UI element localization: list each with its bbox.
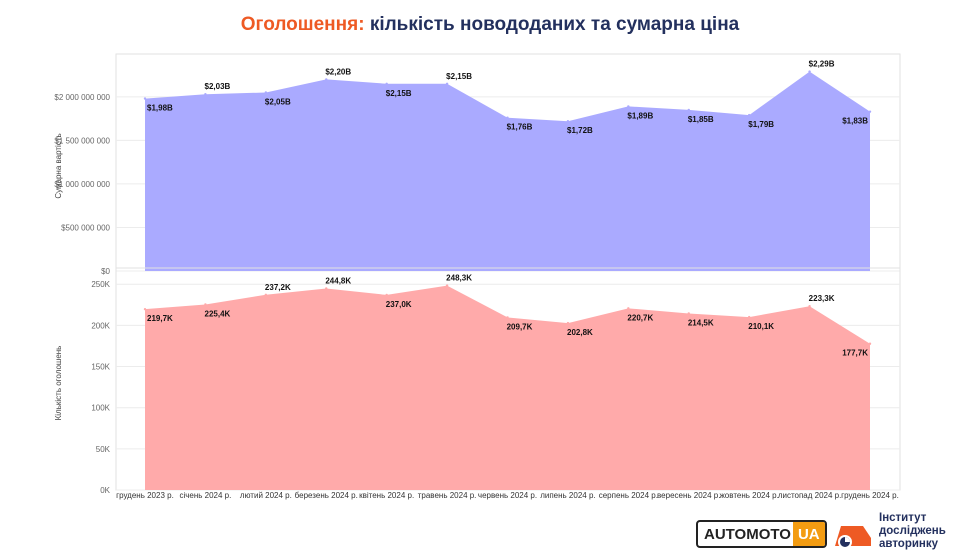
chart-canvas: $0 $500 000 000 $1 000 000 000 $1 500 000 0…: [54, 53, 901, 500]
top-data-label: $2,03B: [205, 82, 231, 91]
bottom-y-tick-label: 200K: [91, 321, 110, 330]
bottom-data-point: [627, 307, 630, 310]
top-area-series: [145, 71, 870, 272]
top-data-label: $1,79B: [748, 120, 774, 129]
bottom-data-label: 219,7K: [147, 314, 173, 323]
bottom-y-tick-label: 0K: [100, 486, 110, 495]
top-data-point: [627, 105, 630, 108]
institute-mark-icon: [835, 526, 871, 549]
top-data-point: [325, 78, 328, 81]
bottom-y-tick-label: 50K: [96, 445, 111, 454]
top-y-tick-label: $1 500 000 000: [54, 136, 110, 145]
bottom-data-label: 214,5K: [688, 318, 714, 327]
top-y-axis-title: Сумарна вартість: [54, 133, 63, 198]
bottom-data-point: [385, 293, 388, 297]
x-tick-label: липень 2024 р.: [540, 491, 595, 500]
x-axis: грудень 2023 р. січень 2024 р. лютий 2024 …: [116, 491, 899, 500]
bottom-y-tick-label: 150K: [91, 363, 110, 372]
bottom-data-label: 248,3K: [446, 274, 472, 283]
bottom-data-label: 223,3K: [809, 294, 835, 303]
institute-logo-text: Інститут досліджень авторинку: [879, 512, 946, 550]
top-data-point: [687, 108, 690, 112]
bottom-data-point: [687, 312, 690, 315]
top-y-tick-label: $2 000 000 000: [54, 93, 110, 102]
bottom-data-point: [747, 315, 751, 319]
top-data-point: [808, 70, 811, 73]
top-y-tick-label: $0: [101, 267, 110, 276]
top-panel: $0 $500 000 000 $1 000 000 000 $1 500 000 0…: [54, 53, 901, 276]
chart-title: Оголошення: кількість новододаних та сум…: [0, 14, 980, 36]
top-data-label: $1,89B: [627, 111, 653, 120]
top-data-label: $1,72B: [567, 126, 593, 135]
top-data-label: $1,76B: [507, 123, 533, 132]
bottom-data-label: 210,1K: [748, 322, 774, 331]
x-tick-label: грудень 2023 р.: [116, 491, 174, 500]
x-tick-label: квітень 2024 р.: [359, 491, 414, 500]
bottom-data-label: 225,4K: [205, 309, 231, 318]
bottom-data-point: [264, 293, 268, 296]
top-data-label: $2,05B: [265, 97, 291, 106]
bottom-data-point: [566, 321, 570, 325]
bottom-data-label: 237,2K: [265, 283, 291, 292]
top-data-label: $2,29B: [809, 60, 835, 69]
x-tick-label: травень 2024 р.: [418, 491, 477, 500]
bottom-y-axis-title: Кількість оголошень: [54, 346, 63, 421]
bottom-data-label: 220,7K: [627, 313, 653, 322]
top-data-label: $2,20B: [325, 67, 351, 76]
institute-logo: Інститут досліджень авторинку: [833, 512, 973, 556]
bottom-data-label: 209,7K: [507, 322, 533, 331]
bottom-y-tick-label: 100K: [91, 404, 110, 413]
x-tick-label: вересень 2024 р.: [657, 491, 720, 500]
top-data-point: [566, 120, 570, 123]
bottom-data-point: [506, 316, 509, 319]
bottom-data-point: [325, 287, 328, 290]
bottom-panel: 0K 50K 100K 150K 200K 250K 219,7K 225,4K 237,2K 2…: [54, 267, 901, 495]
automoto-logo: AUTOMOTO UA: [696, 520, 827, 548]
chart-title-rest: кількість новододаних та сумарна ціна: [364, 14, 740, 35]
top-data-point: [868, 110, 872, 113]
x-tick-label: серпень 2024 р.: [599, 491, 658, 500]
bottom-area-series: [145, 285, 870, 490]
x-tick-label: червень 2024 р.: [478, 491, 537, 500]
top-data-label: $1,85B: [688, 115, 714, 124]
bottom-data-label: 244,8K: [325, 277, 351, 286]
bottom-data-point: [204, 303, 207, 306]
bottom-data-point: [808, 305, 811, 308]
bottom-y-tick-label: 250K: [91, 280, 110, 289]
footer-logos: AUTOMOTO UA Інститут досліджень авторинку: [690, 512, 980, 556]
x-tick-label: листопад 2024 р.: [778, 491, 842, 500]
top-data-label: $1,83B: [842, 117, 868, 126]
x-tick-label: січень 2024 р.: [179, 491, 231, 500]
top-data-point: [264, 91, 268, 94]
bottom-data-point: [143, 307, 147, 311]
top-data-point: [747, 113, 751, 117]
bottom-data-point: [445, 284, 449, 287]
top-data-point: [445, 82, 449, 85]
top-data-label: $2,15B: [386, 89, 412, 98]
automoto-logo-ua: UA: [792, 522, 825, 546]
x-tick-label: березень 2024 р.: [295, 491, 358, 500]
x-tick-label: жовтень 2024 р.: [719, 491, 778, 500]
x-tick-label: лютий 2024 р.: [240, 491, 292, 500]
top-y-tick-label: $500 000 000: [61, 223, 110, 232]
x-tick-label: грудень 2024 р.: [841, 491, 899, 500]
bottom-data-point: [868, 342, 872, 345]
top-data-label: $2,15B: [446, 72, 472, 81]
top-data-label: $1,98B: [147, 104, 173, 113]
automoto-logo-main: AUTOMOTO: [704, 525, 791, 543]
top-data-point: [385, 82, 388, 85]
bottom-data-label: 177,7K: [842, 349, 868, 358]
top-data-point: [204, 93, 207, 96]
bottom-data-label: 202,8K: [567, 328, 593, 337]
chart-title-prefix: Оголошення:: [240, 14, 365, 35]
bottom-data-label: 237,0K: [386, 300, 412, 309]
top-data-point: [506, 116, 509, 119]
top-y-tick-label: $1 000 000 000: [54, 180, 110, 189]
top-data-point: [143, 97, 147, 100]
